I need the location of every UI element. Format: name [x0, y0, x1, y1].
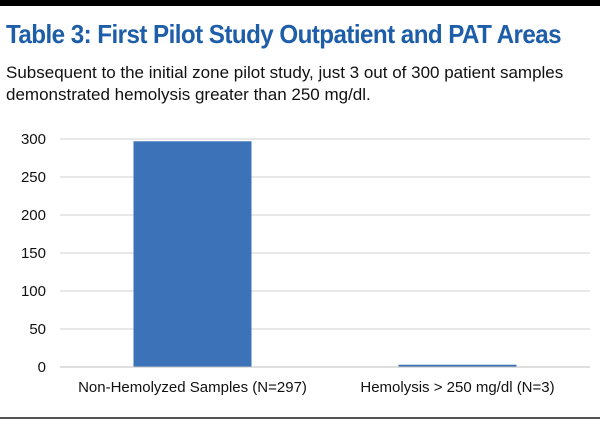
bar: [398, 364, 517, 367]
x-category-labels: Non-Hemolyzed Samples (N=297) Hemolysis >…: [78, 379, 555, 396]
page-title: Table 3: First Pilot Study Outpatient an…: [6, 19, 562, 49]
y-tick-label: 100: [21, 283, 46, 300]
y-tick-label: 250: [21, 169, 46, 186]
y-tick-labels: 0 50 100 150 200 250 300: [21, 131, 46, 376]
bar: [133, 141, 252, 367]
x-category-label: Hemolysis > 250 mg/dl (N=3): [360, 379, 554, 396]
y-tick-label: 200: [21, 207, 46, 224]
y-tick-label: 150: [21, 245, 46, 262]
x-category-label: Non-Hemolyzed Samples (N=297): [78, 379, 307, 396]
y-tick-label: 0: [38, 359, 46, 376]
page-subtitle: Subsequent to the initial zone pilot stu…: [6, 63, 564, 104]
y-tick-label: 50: [29, 321, 46, 338]
y-tick-label: 300: [21, 131, 46, 148]
top-rule: [0, 0, 600, 6]
bar-layer: [133, 141, 517, 367]
